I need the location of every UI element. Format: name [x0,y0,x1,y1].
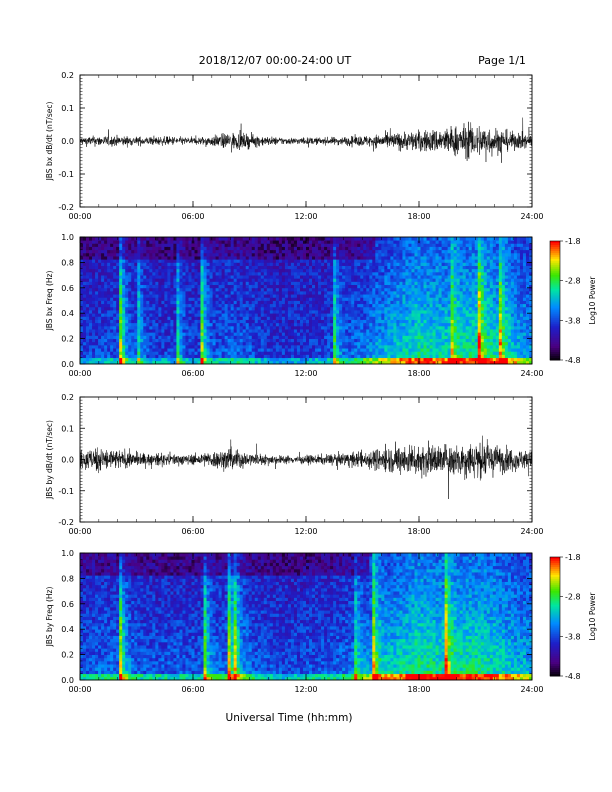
y-tick-label: -0.2 [58,203,74,212]
colorbar-tick-label: -3.8 [565,632,581,641]
colorbar-tick-label: -2.8 [565,277,581,286]
y-tick-label: 1.0 [61,549,74,558]
timeseries-panel: 00:00 06:00 12:00 18:00 24:00 0.2 0.1 0.0 -0.1 -0… [45,393,544,536]
y-tick-label: -0.1 [58,487,74,496]
y-tick-label: -0.2 [58,518,74,527]
y-tick-label: 0.8 [61,258,74,267]
x-tick-label: 00:00 [68,212,91,221]
y-tick-label: 0.6 [61,284,74,293]
colorbar-label: Log10 Power [588,276,597,325]
x-axis-label: Universal Time (hh:mm) [226,712,353,724]
spectrogram-panel: 00:00 06:00 12:00 18:00 24:00 1.0 0.8 0.6 0.4 0.2… [45,549,597,694]
x-tick-label: 12:00 [294,527,317,536]
colorbar-tick-label: -2.8 [565,593,581,602]
colorbar-tick-label: -4.8 [565,356,581,365]
x-tick-label: 24:00 [520,685,543,694]
x-tick-label: 12:00 [294,685,317,694]
figure-title: 2018/12/07 00:00-24:00 UT [199,54,352,67]
colorbar-tick-label: -4.8 [565,672,581,681]
x-tick-label: 18:00 [407,369,430,378]
series-line [79,435,533,499]
y-tick-label: 0.1 [61,104,74,113]
y-tick-label: 0.2 [61,651,74,660]
x-tick-label: 18:00 [407,685,430,694]
y-tick-label: 0.0 [61,137,74,146]
x-tick-label: 24:00 [520,369,543,378]
spectrogram-cells [80,553,533,681]
y-tick-label: -0.1 [58,170,74,179]
colorbar-frame [549,556,561,677]
x-tick-label: 00:00 [68,685,91,694]
y-tick-label: 0.6 [61,600,74,609]
y-tick-label: 0.1 [61,424,74,433]
colorbar-tick-label: -3.8 [565,316,581,325]
colorbar-tick-label: -1.8 [565,553,581,562]
colorbar: -1.8 -2.8 -3.8 -4.8 Log10 Power [549,237,597,365]
x-tick-label: 18:00 [407,527,430,536]
y-axis-label: JBS by Freq (Hz) [45,587,54,648]
spectrogram-panel: 00:00 06:00 12:00 18:00 24:00 1.0 0.8 0.6 0.4 0.2… [45,233,597,378]
x-tick-label: 24:00 [520,212,543,221]
x-tick-label: 06:00 [181,212,204,221]
x-tick-label: 12:00 [294,212,317,221]
y-tick-label: 0.0 [61,360,74,369]
x-tick-label: 06:00 [181,369,204,378]
y-tick-label: 0.4 [61,309,74,318]
panels: 00:00 06:00 12:00 18:00 24:00 0.2 0.1 0.0 -0.1 -0… [45,71,597,694]
spectrogram-cells [80,237,533,365]
colorbar-tick-label: -1.8 [565,237,581,246]
y-axis-label: JBS bx dB/dt (nT/sec) [45,102,54,182]
x-tick-label: 18:00 [407,212,430,221]
x-tick-label: 06:00 [181,527,204,536]
y-tick-label: 1.0 [61,233,74,242]
x-tick-label: 12:00 [294,369,317,378]
y-tick-label: 0.2 [61,335,74,344]
x-tick-label: 00:00 [68,527,91,536]
colorbar: -1.8 -2.8 -3.8 -4.8 Log10 Power [549,553,597,681]
y-tick-label: 0.2 [61,393,74,402]
x-tick-label: 00:00 [68,369,91,378]
y-tick-label: 0.2 [61,71,74,80]
page-indicator: Page 1/1 [478,54,526,67]
y-tick-label: 0.4 [61,625,74,634]
series-line [79,117,533,163]
colorbar-frame [549,240,561,361]
x-tick-label: 24:00 [520,527,543,536]
y-tick-label: 0.0 [61,676,74,685]
y-tick-label: 0.8 [61,574,74,583]
y-axis-label: JBS bx Freq (Hz) [45,271,54,332]
y-tick-label: 0.0 [61,456,74,465]
colorbar-label: Log10 Power [588,592,597,641]
y-axis-label: JBS by dB/dt (nT/sec) [45,420,54,500]
x-tick-label: 06:00 [181,685,204,694]
timeseries-panel: 00:00 06:00 12:00 18:00 24:00 0.2 0.1 0.0 -0.1 -0… [45,71,544,221]
